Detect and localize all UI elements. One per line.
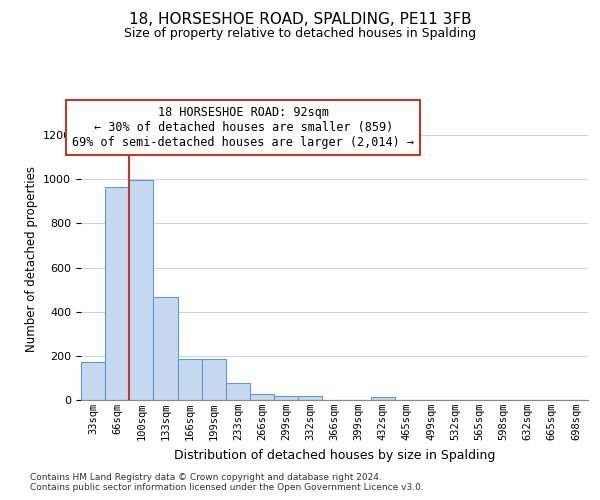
Bar xyxy=(178,359,202,400)
Bar xyxy=(226,384,250,400)
Bar xyxy=(371,396,395,400)
Bar xyxy=(298,396,322,400)
Bar xyxy=(250,394,274,400)
Bar xyxy=(274,396,298,400)
Bar xyxy=(129,180,154,400)
X-axis label: Distribution of detached houses by size in Spalding: Distribution of detached houses by size … xyxy=(174,448,495,462)
Bar xyxy=(81,362,105,400)
Text: Size of property relative to detached houses in Spalding: Size of property relative to detached ho… xyxy=(124,28,476,40)
Bar xyxy=(154,298,178,400)
Text: Contains HM Land Registry data © Crown copyright and database right 2024.
Contai: Contains HM Land Registry data © Crown c… xyxy=(30,472,424,492)
Text: 18 HORSESHOE ROAD: 92sqm
← 30% of detached houses are smaller (859)
69% of semi-: 18 HORSESHOE ROAD: 92sqm ← 30% of detach… xyxy=(72,106,414,149)
Y-axis label: Number of detached properties: Number of detached properties xyxy=(25,166,38,352)
Bar xyxy=(105,187,129,400)
Bar xyxy=(202,359,226,400)
Text: 18, HORSESHOE ROAD, SPALDING, PE11 3FB: 18, HORSESHOE ROAD, SPALDING, PE11 3FB xyxy=(128,12,472,28)
